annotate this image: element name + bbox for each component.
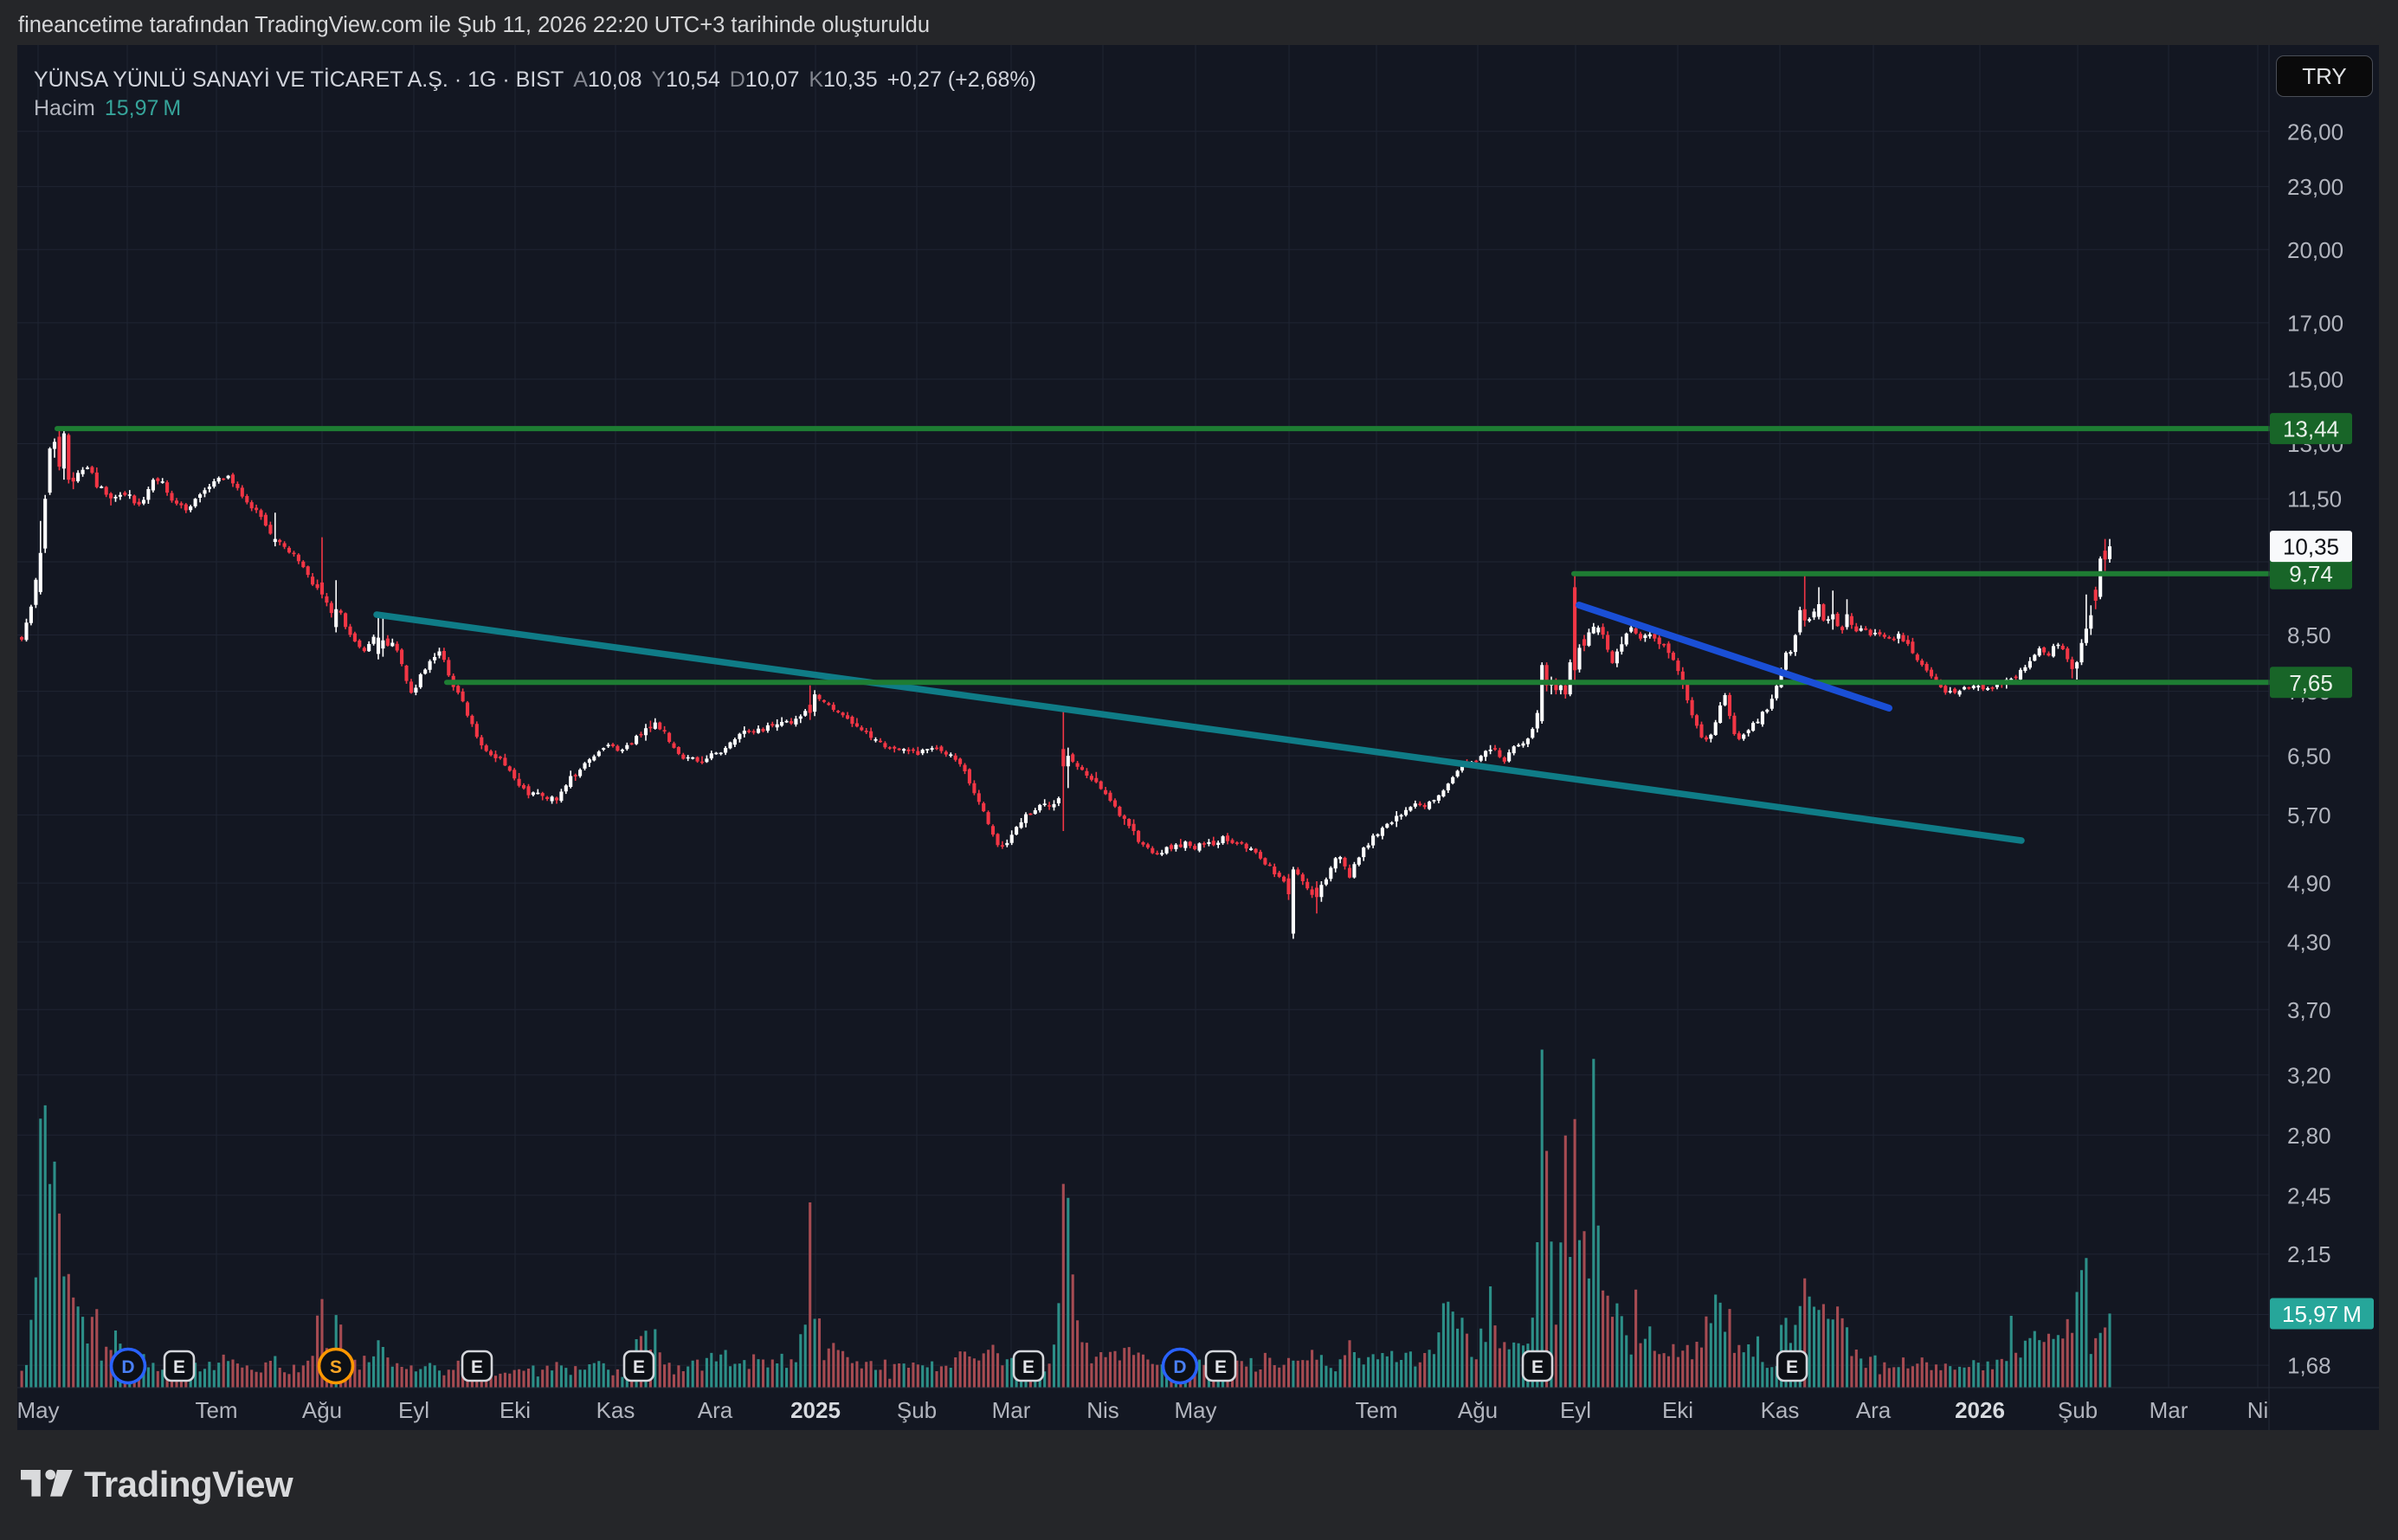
- svg-text:Ara: Ara: [698, 1397, 733, 1423]
- svg-text:4,90: 4,90: [2287, 871, 2331, 897]
- svg-text:17,00: 17,00: [2287, 310, 2343, 336]
- svg-text:2,80: 2,80: [2287, 1123, 2331, 1149]
- svg-text:2025: 2025: [790, 1397, 841, 1423]
- svg-text:2026: 2026: [1955, 1397, 2005, 1423]
- svg-text:E: E: [1215, 1357, 1227, 1377]
- svg-text:4,30: 4,30: [2287, 930, 2331, 956]
- svg-text:Tem: Tem: [195, 1397, 237, 1423]
- svg-text:15,97 M: 15,97 M: [2282, 1301, 2362, 1327]
- svg-text:Tem: Tem: [1355, 1397, 1397, 1423]
- svg-text:E: E: [1786, 1357, 1798, 1377]
- svg-text:10,35: 10,35: [2283, 534, 2339, 560]
- svg-text:6,50: 6,50: [2287, 744, 2331, 770]
- svg-text:E: E: [471, 1357, 483, 1377]
- svg-text:11,50: 11,50: [2287, 486, 2342, 512]
- svg-text:20,00: 20,00: [2287, 237, 2343, 263]
- svg-text:15,00: 15,00: [2287, 367, 2343, 393]
- svg-text:Ağu: Ağu: [1458, 1397, 1498, 1423]
- svg-text:May: May: [16, 1397, 59, 1423]
- svg-text:1,68: 1,68: [2287, 1353, 2331, 1379]
- svg-text:E: E: [173, 1357, 185, 1377]
- svg-text:D: D: [121, 1357, 134, 1377]
- svg-text:5,70: 5,70: [2287, 802, 2331, 828]
- svg-text:3,70: 3,70: [2287, 997, 2331, 1023]
- svg-text:26,00: 26,00: [2287, 119, 2343, 145]
- svg-text:Ni: Ni: [2247, 1397, 2269, 1423]
- svg-text:Ara: Ara: [1856, 1397, 1892, 1423]
- svg-text:7,65: 7,65: [2289, 670, 2333, 696]
- svg-text:Eyl: Eyl: [398, 1397, 429, 1423]
- svg-text:E: E: [1022, 1357, 1035, 1377]
- svg-text:Şub: Şub: [2058, 1397, 2098, 1423]
- svg-text:E: E: [1531, 1357, 1544, 1377]
- svg-text:13,44: 13,44: [2283, 416, 2339, 442]
- svg-text:D: D: [1173, 1357, 1186, 1377]
- svg-text:Ağu: Ağu: [302, 1397, 342, 1423]
- svg-text:E: E: [633, 1357, 645, 1377]
- svg-text:8,50: 8,50: [2287, 622, 2331, 648]
- svg-text:Eyl: Eyl: [1560, 1397, 1591, 1423]
- svg-text:Eki: Eki: [500, 1397, 531, 1423]
- svg-text:Kas: Kas: [1761, 1397, 1800, 1423]
- svg-text:3,20: 3,20: [2287, 1062, 2331, 1088]
- svg-text:TradingView: TradingView: [84, 1464, 293, 1505]
- svg-text:Nis: Nis: [1086, 1397, 1119, 1423]
- svg-text:9,74: 9,74: [2289, 561, 2333, 587]
- svg-text:Şub: Şub: [897, 1397, 937, 1423]
- svg-text:2,15: 2,15: [2287, 1241, 2331, 1267]
- svg-text:Mar: Mar: [2150, 1397, 2188, 1423]
- svg-text:2,45: 2,45: [2287, 1182, 2331, 1208]
- svg-text:S: S: [330, 1357, 342, 1377]
- svg-text:May: May: [1174, 1397, 1216, 1423]
- svg-text:Eki: Eki: [1662, 1397, 1693, 1423]
- svg-text:Kas: Kas: [596, 1397, 635, 1423]
- svg-text:23,00: 23,00: [2287, 174, 2343, 200]
- svg-text:Mar: Mar: [992, 1397, 1031, 1423]
